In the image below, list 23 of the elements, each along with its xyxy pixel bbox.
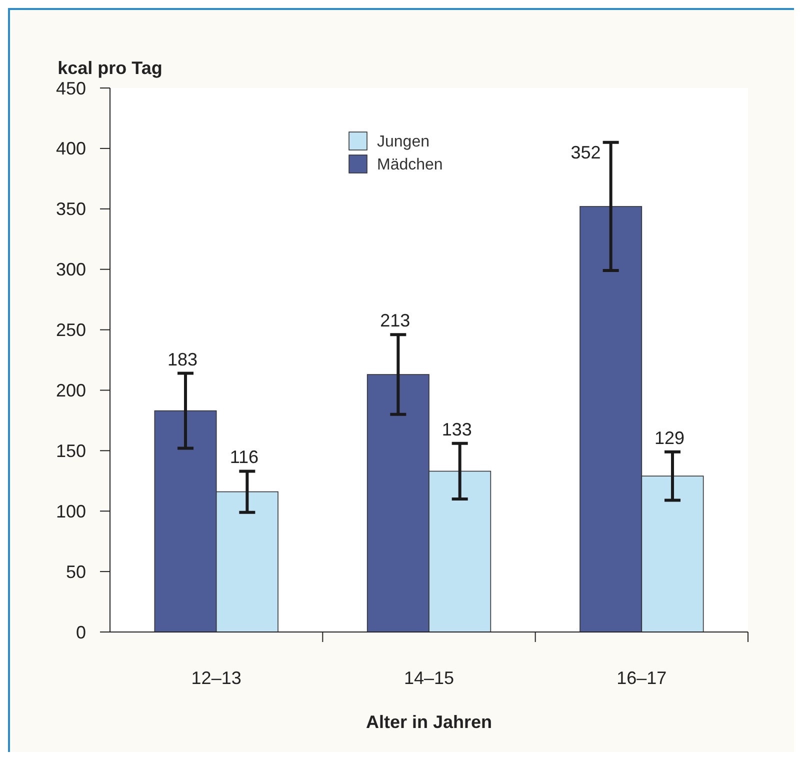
- y-tick-label: 0: [76, 622, 86, 642]
- y-tick-label: 250: [56, 320, 86, 340]
- data-label: 129: [654, 428, 685, 448]
- y-tick-label: 150: [56, 440, 86, 461]
- legend-label: Jungen: [377, 134, 430, 151]
- y-tick-label: 450: [56, 78, 86, 98]
- x-tick-label: 16–17: [616, 668, 667, 688]
- legend-label: Mädchen: [377, 156, 443, 174]
- x-tick-label: 14–15: [404, 668, 454, 688]
- y-tick-label: 400: [56, 138, 86, 159]
- y-tick-label: 300: [56, 260, 86, 280]
- data-label: 213: [380, 310, 410, 331]
- data-label: 116: [230, 447, 259, 468]
- y-tick-label: 50: [66, 562, 86, 582]
- data-label: 133: [442, 419, 472, 440]
- x-axis-title: Alter in Jahren: [366, 712, 492, 732]
- y-axis-title: kcal pro Tag: [58, 58, 162, 78]
- data-label: 183: [167, 349, 198, 370]
- y-tick-label: 350: [56, 199, 86, 220]
- x-tick-label: 12–13: [191, 668, 242, 688]
- y-tick-label: 100: [56, 501, 86, 522]
- y-tick-label: 200: [56, 380, 86, 401]
- data-label: 352: [570, 142, 601, 162]
